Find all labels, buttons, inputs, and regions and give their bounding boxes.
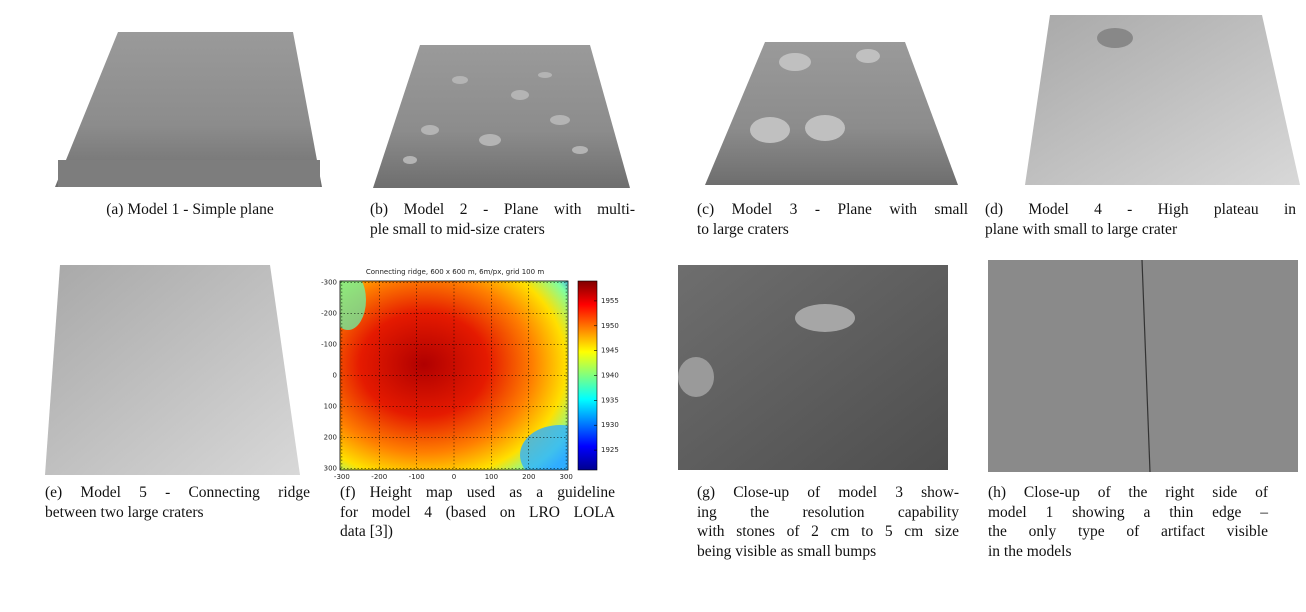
colorbar-tick-label: 1940 <box>601 372 619 380</box>
x-tick-label: -300 <box>334 473 350 481</box>
model-4-image <box>1025 15 1300 185</box>
colorbar-tick-label: 1945 <box>601 347 619 355</box>
y-tick-label: -300 <box>321 279 337 287</box>
x-tick-label: 300 <box>559 473 572 481</box>
model-3-image <box>705 42 958 185</box>
y-tick-label: 0 <box>333 372 337 380</box>
page: {"panels": [ {"caption": ["(a) Model 1 -… <box>0 0 1306 612</box>
colorbar-tick-label: 1935 <box>601 396 619 404</box>
close-up-crater <box>795 304 855 332</box>
colorbar-tick-label: 1955 <box>601 297 619 305</box>
caption-line: (d) Model 4 - High plateau in <box>985 200 1296 220</box>
x-tick-label: 100 <box>485 473 498 481</box>
colorbar-tick-label: 1930 <box>601 421 619 429</box>
caption-line: (a) Model 1 - Simple plane <box>55 200 325 220</box>
colorbar-tick-label: 1950 <box>601 322 619 330</box>
caption-line: being visible as small bumps <box>697 542 959 562</box>
y-tick-label: -200 <box>321 310 337 318</box>
caption: (b) Model 2 - Plane with multi-ple small… <box>370 200 635 239</box>
x-tick-label: 0 <box>452 473 456 481</box>
caption-line: ple small to mid-size craters <box>370 220 635 240</box>
caption-line: (c) Model 3 - Plane with small <box>697 200 968 220</box>
close-up-model-3 <box>678 265 948 470</box>
x-tick-label: -100 <box>409 473 425 481</box>
caption-line: model 1 showing a thin edge – <box>988 503 1268 523</box>
caption-line: (g) Close-up of model 3 show- <box>697 483 959 503</box>
caption: (a) Model 1 - Simple plane <box>55 200 325 220</box>
caption-line: ing the resolution capability <box>697 503 959 523</box>
x-tick-label: 200 <box>522 473 535 481</box>
caption-line: between two large craters <box>45 503 310 523</box>
model-5-image <box>45 265 300 475</box>
caption-line: plane with small to large crater <box>985 220 1296 240</box>
model-1-edge <box>58 160 320 187</box>
y-tick-label: 100 <box>324 402 337 410</box>
y-tick-label: -100 <box>321 341 337 349</box>
terrain-images <box>45 15 1300 475</box>
y-tick-label: 300 <box>324 464 337 472</box>
model-4-crater <box>1097 28 1133 48</box>
close-up-crater <box>678 357 714 397</box>
caption-line: (h) Close-up of the right side of <box>988 483 1268 503</box>
height-map-title: Connecting ridge, 600 x 600 m, 6m/px, gr… <box>366 268 544 276</box>
colorbar-tick-label: 1925 <box>601 446 619 454</box>
caption-line: the only type of artifact visible <box>988 522 1268 542</box>
x-tick-label: -200 <box>371 473 387 481</box>
caption-line: (f) Height map used as a guideline <box>340 483 615 503</box>
caption-line: (b) Model 2 - Plane with multi- <box>370 200 635 220</box>
caption-line: in the models <box>988 542 1268 562</box>
caption-line: with stones of 2 cm to 5 cm size <box>697 522 959 542</box>
y-tick-label: 200 <box>324 433 337 441</box>
height-map-image <box>320 270 600 485</box>
caption-line: for model 4 (based on LRO LOLA <box>340 503 615 523</box>
caption: (g) Close-up of model 3 show-ing the res… <box>697 483 959 561</box>
caption-line: to large craters <box>697 220 968 240</box>
model-2-image <box>373 45 630 188</box>
height-map: Connecting ridge, 600 x 600 m, 6m/px, gr… <box>320 268 619 485</box>
caption-line: (e) Model 5 - Connecting ridge <box>45 483 310 503</box>
caption-line: data [3]) <box>340 522 615 542</box>
